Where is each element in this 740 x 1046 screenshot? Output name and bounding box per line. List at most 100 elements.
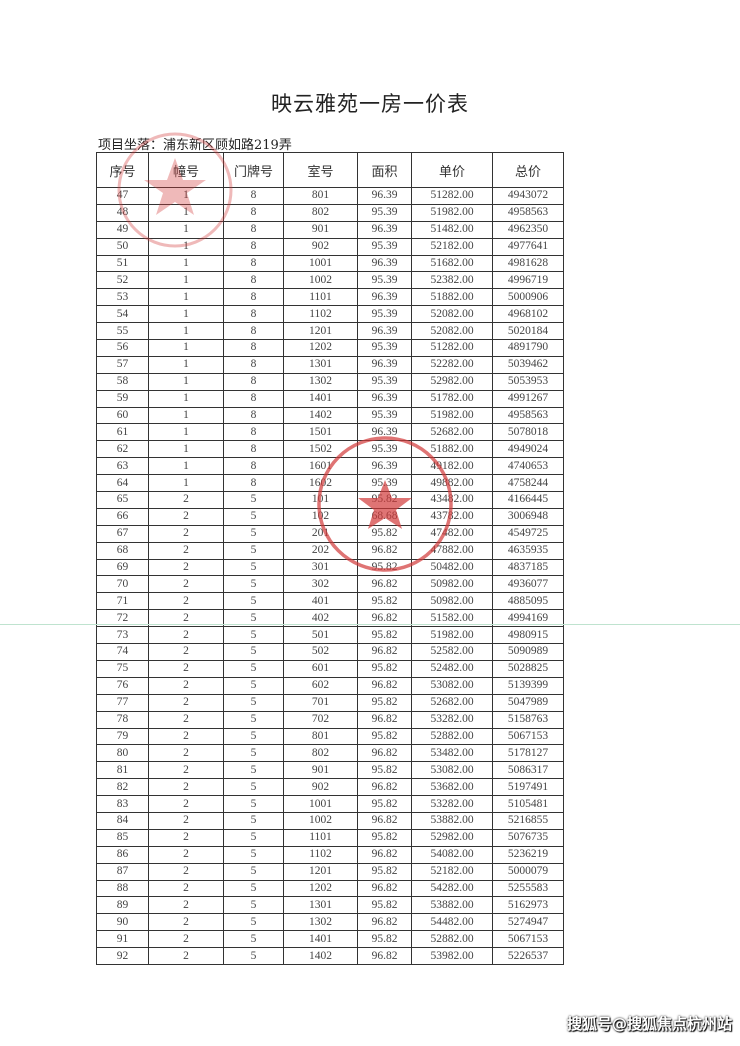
table-cell: 52382.00 — [411, 271, 493, 290]
table-cell: 2 — [148, 727, 224, 746]
table-row: 87 2 5 1201 95.82 52182.00 5000079 — [96, 862, 564, 881]
table-cell: 95.39 — [357, 440, 412, 459]
table-cell: 51282.00 — [411, 187, 493, 205]
table-cell: 1301 — [283, 896, 358, 915]
table-cell: 8 — [223, 254, 284, 273]
table-cell: 301 — [283, 558, 358, 577]
table-cell: 56 — [96, 339, 149, 357]
table-cell: 4549725 — [492, 524, 564, 543]
table-cell: 4949024 — [492, 440, 564, 459]
table-cell: 52282.00 — [411, 355, 493, 374]
table-cell: 2 — [148, 862, 224, 881]
table-cell: 5274947 — [492, 913, 564, 932]
table-cell: 79 — [96, 727, 149, 746]
table-cell: 88 — [96, 879, 149, 898]
table-cell: 53082.00 — [411, 761, 493, 780]
table-cell: 802 — [283, 203, 358, 222]
table-cell: 53082.00 — [411, 676, 493, 695]
table-cell: 1101 — [283, 828, 358, 847]
table-cell: 5 — [223, 896, 284, 915]
table-cell: 4958563 — [492, 203, 564, 222]
table-cell: 1201 — [283, 862, 358, 881]
table-cell: 52882.00 — [411, 727, 493, 746]
table-cell: 96.82 — [357, 676, 412, 695]
table-cell: 8 — [223, 423, 284, 442]
table-cell: 4962350 — [492, 220, 564, 239]
table-row: 90 2 5 1302 96.82 54482.00 5274947 — [96, 913, 564, 932]
table-row: 66 2 5 102 68.68 43782.00 3006948 — [96, 507, 564, 526]
table-cell: 95.39 — [357, 372, 412, 391]
table-cell: 4837185 — [492, 558, 564, 577]
column-header: 室号 — [283, 152, 358, 188]
table-cell: 2 — [148, 626, 224, 645]
table-cell: 95.39 — [357, 237, 412, 256]
table-cell: 101 — [283, 491, 358, 509]
table-cell: 2 — [148, 896, 224, 915]
table-cell: 1302 — [283, 913, 358, 932]
table-row: 78 2 5 702 96.82 53282.00 5158763 — [96, 710, 564, 729]
table-cell: 5 — [223, 845, 284, 864]
table-cell: 95.39 — [357, 271, 412, 290]
table-cell: 4936077 — [492, 575, 564, 594]
table-cell: 5255583 — [492, 879, 564, 898]
table-cell: 96.82 — [357, 913, 412, 932]
table-cell: 5 — [223, 778, 284, 797]
table-row: 65 2 5 101 95.82 43482.00 4166445 — [96, 491, 564, 509]
table-cell: 95.82 — [357, 592, 412, 611]
table-cell: 5 — [223, 592, 284, 611]
table-cell: 52082.00 — [411, 305, 493, 324]
table-cell: 54 — [96, 305, 149, 324]
table-cell: 1 — [148, 372, 224, 391]
table-cell: 4635935 — [492, 541, 564, 560]
table-cell: 96.82 — [357, 643, 412, 661]
table-row: 51 1 8 1001 96.39 51682.00 4981628 — [96, 254, 564, 273]
table-cell: 52082.00 — [411, 322, 493, 341]
table-cell: 5 — [223, 609, 284, 628]
table-cell: 96.82 — [357, 811, 412, 830]
table-cell: 95.82 — [357, 930, 412, 949]
table-row: 54 1 8 1102 95.39 52082.00 4968102 — [96, 305, 564, 324]
table-cell: 50982.00 — [411, 592, 493, 611]
table-cell: 2 — [148, 947, 224, 965]
table-cell: 901 — [283, 761, 358, 780]
table-row: 73 2 5 501 95.82 51982.00 4980915 — [96, 626, 564, 645]
table-cell: 51682.00 — [411, 254, 493, 273]
table-cell: 5197491 — [492, 778, 564, 797]
table-cell: 5 — [223, 676, 284, 695]
table-cell: 2 — [148, 744, 224, 763]
table-cell: 5000079 — [492, 862, 564, 881]
table-cell: 5216855 — [492, 811, 564, 830]
table-cell: 66 — [96, 507, 149, 526]
table-cell: 8 — [223, 440, 284, 459]
table-cell: 52682.00 — [411, 693, 493, 712]
table-cell: 96.82 — [357, 744, 412, 763]
table-cell: 5053953 — [492, 372, 564, 391]
table-cell: 64 — [96, 474, 149, 493]
table-cell: 902 — [283, 778, 358, 797]
table-cell: 5 — [223, 558, 284, 577]
table-cell: 2 — [148, 609, 224, 628]
header-row: 序号 幢号 门牌号 室号 面积 单价 总价 — [96, 152, 564, 188]
table-cell: 54482.00 — [411, 913, 493, 932]
table-row: 77 2 5 701 95.82 52682.00 5047989 — [96, 693, 564, 712]
table-cell: 95.82 — [357, 727, 412, 746]
table-cell: 1301 — [283, 355, 358, 374]
table-row: 67 2 5 201 95.82 47482.00 4549725 — [96, 524, 564, 543]
table-cell: 4758244 — [492, 474, 564, 493]
table-cell: 2 — [148, 811, 224, 830]
table-row: 81 2 5 901 95.82 53082.00 5086317 — [96, 761, 564, 780]
table-cell: 96.39 — [357, 220, 412, 239]
table-cell: 1001 — [283, 254, 358, 273]
document-title: 映云雅苑一房一价表 — [271, 92, 469, 116]
table-cell: 5 — [223, 828, 284, 847]
table-row: 76 2 5 602 96.82 53082.00 5139399 — [96, 676, 564, 695]
table-cell: 65 — [96, 491, 149, 509]
table-cell: 2 — [148, 592, 224, 611]
table-cell: 1102 — [283, 845, 358, 864]
table-cell: 5 — [223, 913, 284, 932]
table-cell: 1002 — [283, 271, 358, 290]
table-row: 61 1 8 1501 96.39 52682.00 5078018 — [96, 423, 564, 442]
table-cell: 3006948 — [492, 507, 564, 526]
table-cell: 2 — [148, 524, 224, 543]
table-cell: 2 — [148, 659, 224, 678]
